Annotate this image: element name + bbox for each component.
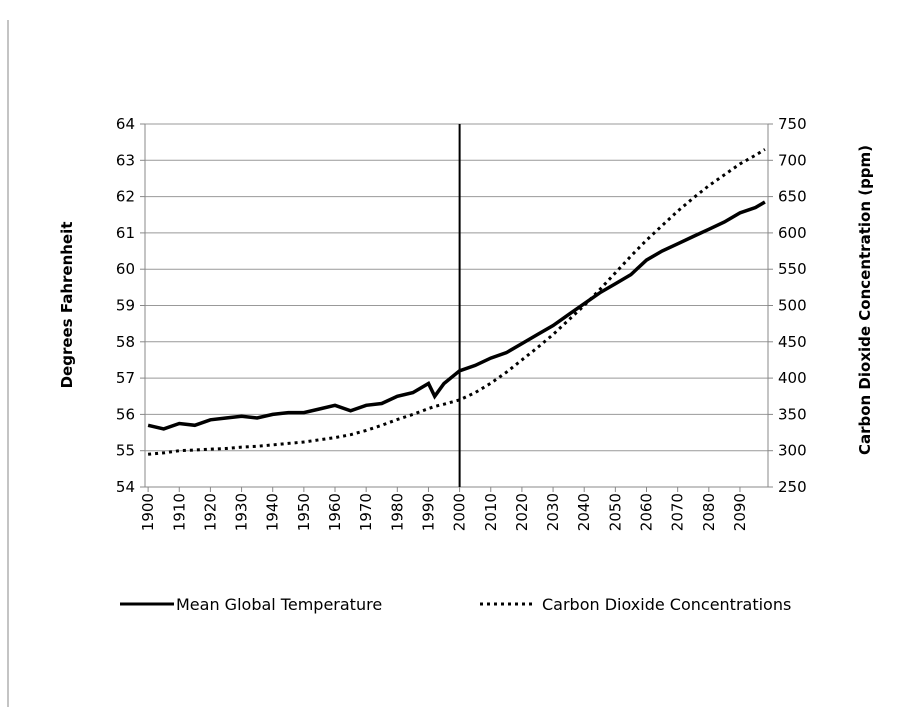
y-tick-label: 59 [116,297,135,315]
x-tick-label: 1930 [233,493,251,531]
x-tick-label: 2000 [451,493,469,531]
x-tick-label: 1950 [295,493,313,531]
x-tick-label: 1920 [201,493,219,531]
y2-tick-label: 500 [778,297,807,315]
y2-tick-label: 550 [778,260,807,278]
y2-tick-label: 250 [778,478,807,496]
x-tick-label: 2080 [700,493,718,531]
y-tick-label: 55 [116,442,135,460]
y-tick-label: 56 [116,405,135,423]
y2-tick-label: 350 [778,405,807,423]
y-tick-label: 57 [116,369,135,387]
y2-tick-label: 450 [778,333,807,351]
y2-tick-label: 650 [778,188,807,206]
x-tick-label: 1900 [139,493,157,531]
x-tick-label: 1940 [264,493,282,531]
x-tick-label: 1990 [419,493,437,531]
x-tick-label: 2030 [544,493,562,531]
y-axis-label: Degrees Fahrenheit [58,222,76,389]
x-tick-label: 1910 [170,493,188,531]
y2-axis-label: Carbon Dioxide Concentration (ppm) [856,145,874,455]
y2-tick-label: 600 [778,224,807,242]
y2-tick-label: 300 [778,442,807,460]
x-tick-label: 2020 [513,493,531,531]
y-tick-label: 64 [116,115,135,133]
x-tick-label: 2040 [575,493,593,531]
legend-label: Carbon Dioxide Concentrations [542,595,791,614]
y-tick-label: 63 [116,151,135,169]
series-line [147,148,766,456]
x-tick-label: 2060 [638,493,656,531]
y-tick-label: 54 [116,478,135,496]
y-tick-label: 61 [116,224,135,242]
y-tick-label: 62 [116,188,135,206]
y2-tick-label: 400 [778,369,807,387]
y2-tick-label: 750 [778,115,807,133]
y-tick-label: 60 [116,260,135,278]
x-tick-label: 2070 [669,493,687,531]
legend-label: Mean Global Temperature [176,595,382,614]
series-line [147,200,766,431]
x-tick-label: 2050 [606,493,624,531]
x-tick-label: 2090 [731,493,749,531]
x-tick-label: 1980 [388,493,406,531]
y-tick-label: 58 [116,333,135,351]
x-tick-label: 2010 [482,493,500,531]
y2-tick-label: 700 [778,151,807,169]
x-tick-label: 1960 [326,493,344,531]
x-tick-label: 1970 [357,493,375,531]
